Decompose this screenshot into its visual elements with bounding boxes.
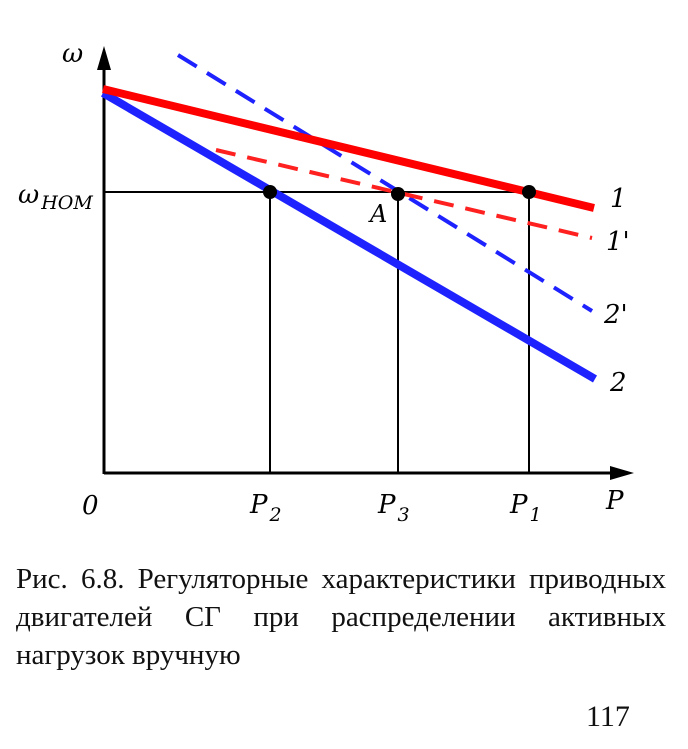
omega-nom-label: ω НОМ: [18, 180, 93, 214]
line-2-prime-label: 2': [603, 300, 628, 330]
y-axis-label: ω: [62, 39, 83, 69]
y-axis-arrow: [97, 46, 111, 70]
origin-label: 0: [82, 491, 99, 521]
line-1-prime-label: 1': [606, 227, 630, 257]
omega-nom-subscript: НОМ: [40, 192, 93, 214]
line-1: [102, 85, 595, 212]
x-axis-arrow: [610, 466, 634, 480]
line-1-label: 1: [610, 184, 627, 214]
point-p2: [263, 185, 277, 199]
page-number: 117: [586, 700, 630, 733]
line-2-label: 2: [609, 368, 627, 398]
point-p1: [522, 185, 536, 199]
x-axis-label: P: [605, 486, 624, 516]
point-a: [391, 187, 405, 201]
line-2-prime: [176, 53, 594, 313]
line-2: [100, 89, 598, 383]
figure-caption: Рис. 6.8. Регуляторные характеристики пр…: [16, 563, 666, 671]
point-a-label: A: [368, 200, 387, 228]
